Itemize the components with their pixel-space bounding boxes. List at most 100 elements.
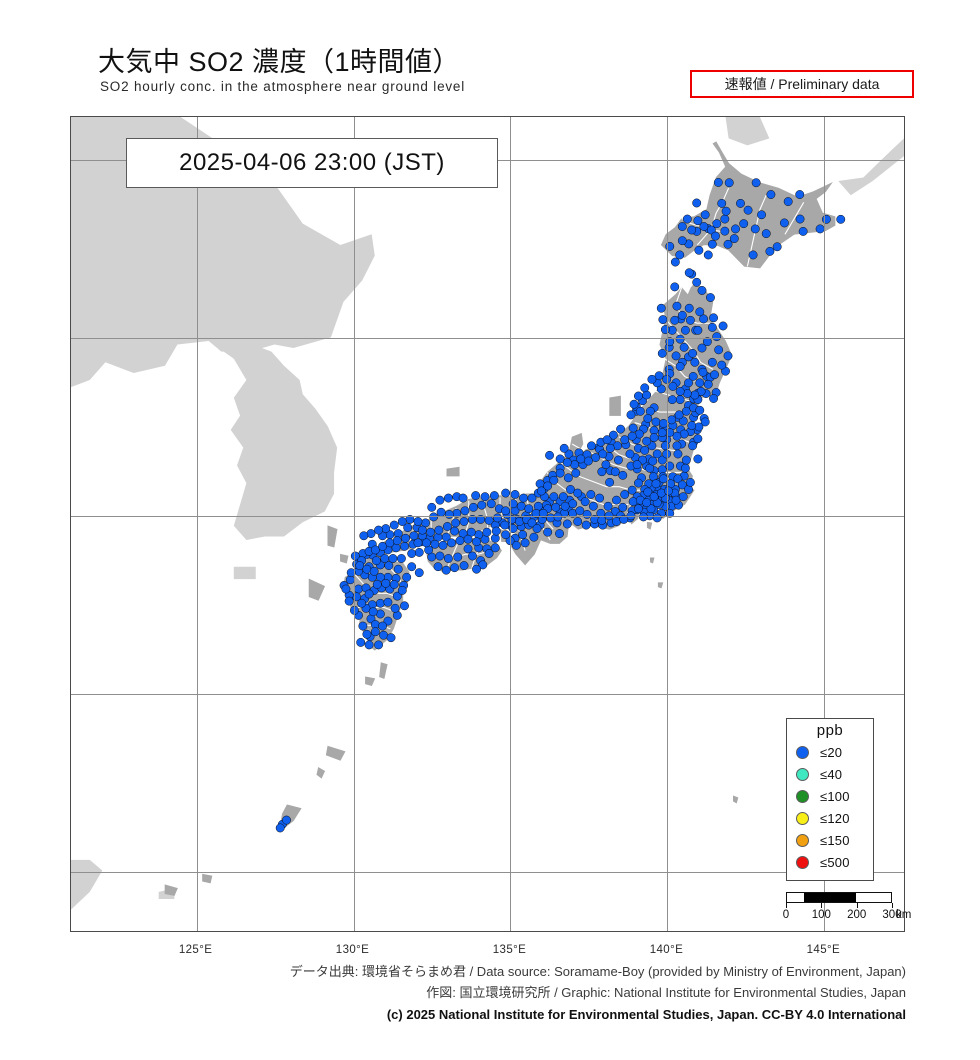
station-dot[interactable]: [662, 374, 672, 384]
legend-item-5[interactable]: ≤150: [787, 829, 873, 851]
station-dot[interactable]: [643, 487, 653, 497]
station-dot[interactable]: [798, 226, 808, 236]
station-dot[interactable]: [555, 454, 565, 464]
station-dot[interactable]: [380, 554, 390, 563]
station-dot[interactable]: [390, 603, 400, 613]
station-dot[interactable]: [702, 337, 712, 347]
station-dot[interactable]: [458, 493, 468, 503]
station-dot[interactable]: [527, 493, 537, 503]
station-dot[interactable]: [646, 504, 656, 514]
station-dot[interactable]: [656, 384, 666, 394]
station-dot[interactable]: [706, 293, 715, 302]
station-dot[interactable]: [344, 596, 354, 606]
station-dot[interactable]: [409, 531, 419, 541]
station-dot[interactable]: [538, 508, 548, 518]
station-dot[interactable]: [501, 488, 511, 498]
station-dot[interactable]: [346, 568, 356, 578]
station-dot[interactable]: [667, 395, 677, 405]
station-dot[interactable]: [665, 337, 675, 347]
station-dot[interactable]: [450, 526, 460, 536]
station-dot[interactable]: [613, 455, 623, 465]
station-dot[interactable]: [674, 410, 684, 420]
station-dot[interactable]: [587, 441, 596, 451]
station-dot[interactable]: [642, 436, 652, 446]
station-dot[interactable]: [443, 554, 453, 563]
station-dot[interactable]: [558, 492, 568, 502]
station-dot[interactable]: [455, 536, 465, 546]
station-dot[interactable]: [605, 443, 615, 453]
station-dot[interactable]: [668, 381, 678, 391]
station-dot[interactable]: [489, 491, 499, 501]
station-dot[interactable]: [627, 485, 637, 495]
station-dot[interactable]: [619, 514, 629, 524]
station-dot[interactable]: [575, 506, 585, 516]
station-dot[interactable]: [671, 351, 681, 361]
station-dot[interactable]: [648, 456, 658, 466]
station-dot[interactable]: [720, 214, 730, 224]
station-dot[interactable]: [583, 456, 593, 466]
station-dot[interactable]: [672, 431, 682, 441]
station-dot[interactable]: [706, 225, 716, 235]
station-dot[interactable]: [672, 301, 682, 311]
station-dot[interactable]: [757, 210, 766, 220]
station-dot[interactable]: [374, 525, 384, 535]
station-dot[interactable]: [772, 242, 782, 252]
station-dot[interactable]: [671, 495, 681, 505]
station-dot[interactable]: [688, 372, 698, 381]
station-dot[interactable]: [463, 544, 473, 554]
station-dot[interactable]: [604, 511, 614, 521]
station-dot[interactable]: [700, 417, 710, 427]
station-dot[interactable]: [385, 538, 395, 548]
station-dot[interactable]: [748, 250, 758, 260]
station-dot[interactable]: [678, 416, 688, 426]
station-dot[interactable]: [359, 531, 369, 541]
station-dot[interactable]: [675, 334, 685, 344]
station-dot[interactable]: [429, 512, 439, 522]
station-dot[interactable]: [640, 383, 650, 393]
station-dot[interactable]: [389, 580, 399, 589]
station-dot[interactable]: [679, 342, 689, 352]
station-dot[interactable]: [441, 565, 451, 575]
station-dot[interactable]: [688, 348, 698, 358]
station-dot[interactable]: [635, 406, 645, 416]
station-dot[interactable]: [628, 423, 638, 433]
station-dot[interactable]: [643, 414, 653, 423]
station-dot[interactable]: [652, 513, 662, 523]
station-dot[interactable]: [426, 527, 435, 537]
station-dot[interactable]: [662, 449, 672, 459]
station-dot[interactable]: [573, 517, 583, 526]
station-dot[interactable]: [435, 551, 445, 561]
station-dot[interactable]: [378, 541, 387, 551]
station-dot[interactable]: [693, 216, 703, 226]
station-dot[interactable]: [438, 540, 448, 550]
station-dot[interactable]: [510, 490, 520, 499]
station-dot[interactable]: [815, 224, 825, 234]
station-dot[interactable]: [472, 537, 481, 547]
station-dot[interactable]: [520, 538, 530, 548]
station-dot[interactable]: [501, 530, 511, 540]
station-dot[interactable]: [698, 367, 708, 377]
station-dot[interactable]: [551, 502, 561, 512]
station-dot[interactable]: [518, 530, 528, 540]
station-dot[interactable]: [694, 422, 704, 432]
station-dot[interactable]: [601, 460, 611, 470]
station-dot[interactable]: [370, 545, 380, 555]
station-dot[interactable]: [699, 314, 709, 324]
station-dot[interactable]: [707, 357, 717, 367]
station-dot[interactable]: [703, 250, 713, 260]
station-dot[interactable]: [612, 495, 621, 505]
station-dot[interactable]: [392, 591, 402, 601]
station-dot[interactable]: [467, 551, 477, 561]
station-dot[interactable]: [350, 551, 360, 561]
station-dot[interactable]: [549, 492, 559, 502]
station-dot[interactable]: [400, 601, 409, 611]
station-dot[interactable]: [532, 524, 542, 534]
station-dot[interactable]: [618, 502, 628, 512]
station-dot[interactable]: [275, 823, 285, 833]
station-dot[interactable]: [427, 502, 437, 512]
station-dot[interactable]: [667, 415, 677, 425]
station-dot[interactable]: [396, 554, 406, 563]
station-dot[interactable]: [660, 441, 670, 451]
station-dot[interactable]: [712, 332, 722, 342]
station-dot[interactable]: [451, 518, 461, 528]
